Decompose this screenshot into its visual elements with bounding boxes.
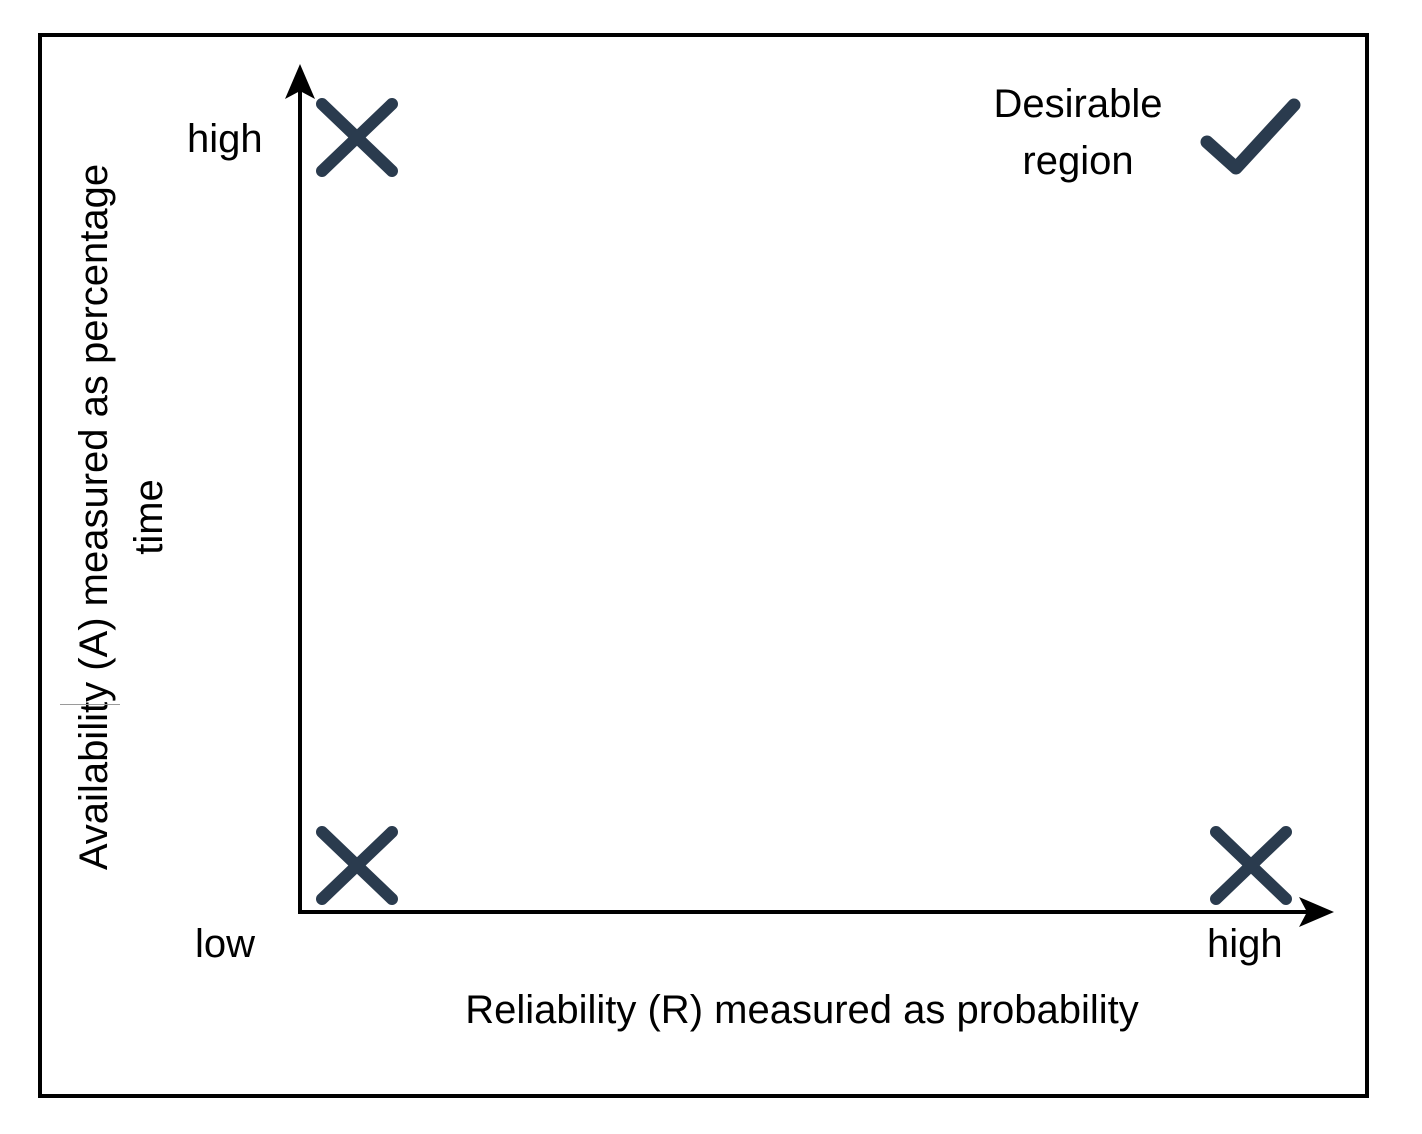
x-axis-title: Reliability (R) measured as probability	[465, 988, 1139, 1032]
y-axis-high-label: high	[187, 117, 263, 161]
x-axis-arrowhead	[1299, 897, 1334, 927]
cross-icon	[1210, 826, 1292, 905]
desirable-region-line1: Desirable	[993, 82, 1163, 126]
check-icon	[1200, 98, 1301, 175]
y-axis-title-line1: Availability (A) measured as percentage	[72, 163, 116, 871]
diagram-frame	[38, 33, 1369, 1098]
y-axis-arrowhead	[285, 64, 315, 99]
desirable-region-label: Desirable region	[960, 76, 1196, 190]
origin-low-label: low	[195, 922, 256, 966]
cross-icon	[316, 98, 398, 177]
x-axis-high-label: high	[1207, 922, 1283, 966]
y-axis-title: Availability (A) measured as percentage …	[67, 87, 177, 947]
text-cursor-marker	[60, 704, 120, 705]
desirable-region-line2: region	[1022, 139, 1134, 183]
y-axis-title-line2: time	[127, 479, 171, 555]
cross-icon	[316, 826, 398, 905]
